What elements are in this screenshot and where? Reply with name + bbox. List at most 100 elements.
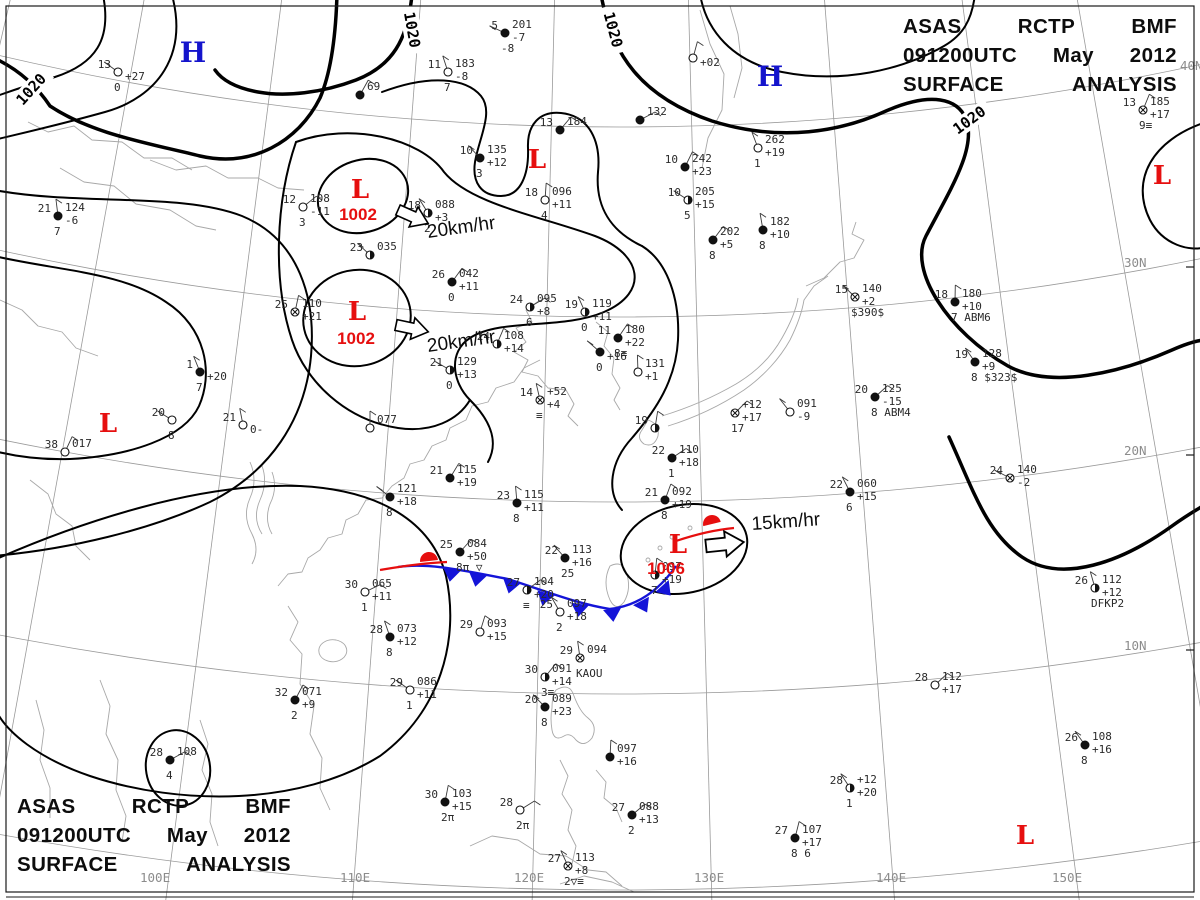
title-word: May bbox=[166, 824, 208, 847]
station-text: 11 bbox=[598, 324, 611, 337]
station-plot: 27 104+20 ≡ bbox=[507, 575, 554, 612]
station-text: 4 bbox=[541, 209, 548, 222]
station-symbol bbox=[970, 357, 980, 367]
station-symbol-half bbox=[428, 209, 432, 217]
station-text: +10 bbox=[770, 228, 790, 241]
station-symbol bbox=[667, 453, 677, 463]
station-text: 1 bbox=[361, 601, 368, 614]
station-text: 19 bbox=[955, 348, 968, 361]
isobar bbox=[295, 132, 636, 463]
title-line2: 091200UTC May 2012 bbox=[903, 41, 1177, 70]
station-text: +15 bbox=[857, 490, 877, 503]
station-text: 184 bbox=[567, 115, 587, 128]
station-plot: 26 042+11 0 bbox=[432, 267, 479, 304]
warm-front-line bbox=[675, 526, 735, 543]
station-symbol bbox=[633, 367, 643, 377]
wind-barb-tick bbox=[1149, 93, 1156, 99]
station-text: +16 bbox=[1092, 743, 1112, 756]
station-text: 2 bbox=[628, 824, 635, 837]
wind-barb-tick bbox=[184, 751, 192, 757]
station-text: 21 bbox=[645, 486, 658, 499]
station-text: 104 bbox=[534, 575, 554, 588]
isobar-closed bbox=[302, 268, 412, 368]
station-text: +11 bbox=[459, 280, 479, 293]
station-symbol bbox=[870, 392, 880, 402]
station-symbol bbox=[445, 473, 455, 483]
station-text: 26 bbox=[1065, 731, 1078, 744]
title-word: BMF bbox=[245, 795, 291, 818]
station-symbol bbox=[447, 277, 457, 287]
title-word: SURFACE bbox=[17, 853, 118, 876]
graticule-label: 130E bbox=[694, 870, 724, 885]
wind-barb-tick bbox=[551, 596, 558, 602]
station-text: +12 bbox=[742, 398, 762, 411]
station-text: 30 bbox=[345, 578, 358, 591]
station-plot: 23 115+11 8 bbox=[497, 485, 544, 525]
station-text: +13 bbox=[457, 368, 477, 381]
station-text: 8 bbox=[386, 506, 393, 519]
station-text: +11 bbox=[417, 688, 437, 701]
wind-barb-tick bbox=[751, 131, 759, 137]
low-pressure-symbol: L bbox=[1153, 161, 1171, 191]
station-plot: 26 108+16 8 bbox=[1065, 730, 1112, 767]
station-text: +18 bbox=[397, 495, 417, 508]
station-symbol bbox=[1080, 740, 1090, 750]
station-text: 10 bbox=[668, 186, 681, 199]
station-plot: 18 096+11 4 bbox=[525, 182, 572, 222]
station-symbol bbox=[555, 125, 565, 135]
high-pressure-symbol: H bbox=[180, 36, 206, 69]
station-text: 091 bbox=[797, 397, 817, 410]
station-text: 097 bbox=[567, 597, 587, 610]
station-text: 22 bbox=[652, 444, 665, 457]
station-text: 065 bbox=[372, 577, 392, 590]
station-text: 097 bbox=[662, 560, 682, 573]
cold-front-triangle bbox=[603, 608, 621, 622]
wind-barb-tick bbox=[540, 579, 547, 585]
station-text: 2▽≡ bbox=[564, 875, 584, 888]
station-text: $390$ bbox=[851, 306, 884, 319]
wind-barb-tick bbox=[577, 296, 585, 301]
station-text: 017 bbox=[72, 437, 92, 450]
station-text: ≡ bbox=[523, 599, 530, 612]
station-text: 097 bbox=[617, 742, 637, 755]
isobar bbox=[0, 189, 313, 557]
station-plot: 091-9 bbox=[779, 397, 817, 423]
graticule-label: 140E bbox=[876, 870, 906, 885]
station-text: 183 bbox=[455, 57, 475, 70]
station-text: +17 bbox=[1150, 108, 1170, 121]
station-text: 115 bbox=[524, 488, 544, 501]
station-text: 129 bbox=[457, 355, 477, 368]
wind-barb-tick bbox=[461, 267, 469, 273]
station-text: +2 bbox=[862, 295, 875, 308]
coastline bbox=[318, 639, 348, 663]
station-symbol bbox=[290, 695, 300, 705]
station-text: +4 bbox=[547, 398, 561, 411]
meridian-line bbox=[961, 0, 1080, 900]
station-text: 060 bbox=[857, 477, 877, 490]
station-text: 22 bbox=[545, 544, 558, 557]
isobar-closed bbox=[144, 729, 212, 807]
station-symbol-half bbox=[545, 673, 549, 681]
station-text: 30 bbox=[425, 788, 438, 801]
station-plot: 13 185+179≡ bbox=[1123, 93, 1170, 132]
station-symbol bbox=[113, 67, 123, 77]
wind-barb-tick bbox=[887, 385, 894, 390]
station-symbol-half bbox=[1095, 584, 1099, 592]
station-text: 088 bbox=[435, 198, 455, 211]
station-symbol bbox=[355, 90, 365, 100]
wind-barb-tick bbox=[947, 673, 954, 678]
station-symbol-x bbox=[577, 655, 583, 661]
station-plot: 21 129+13 0 bbox=[430, 355, 477, 392]
station-plot: +16 0 bbox=[586, 340, 627, 374]
isobar bbox=[600, 0, 1200, 380]
station-symbol bbox=[555, 607, 565, 617]
station-text: 2 bbox=[556, 621, 563, 634]
station-text: 205 bbox=[695, 185, 715, 198]
station-text: 140 bbox=[1017, 463, 1037, 476]
wind-barb-tick bbox=[1074, 730, 1082, 736]
wind-barb-tick bbox=[964, 347, 972, 353]
station-text: -15 bbox=[882, 395, 902, 408]
low-pressure-value: 1002 bbox=[339, 205, 377, 224]
